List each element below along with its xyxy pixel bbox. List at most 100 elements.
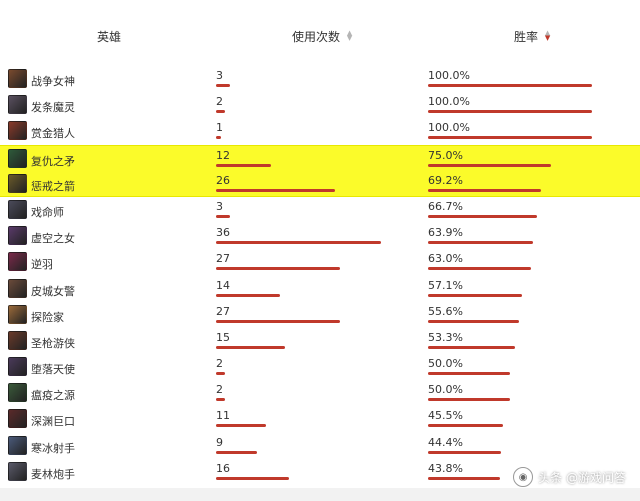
uses-bar — [216, 163, 271, 167]
winrate-value: 100.0% — [428, 121, 470, 135]
uses-bar — [216, 110, 225, 114]
uses-bar — [216, 476, 289, 480]
hero-avatar-icon — [8, 95, 27, 115]
table-row[interactable]: 戏命师 3 66.7% — [0, 197, 640, 223]
winrate-bar — [428, 241, 533, 245]
winrate-bar — [428, 163, 551, 167]
winrate-value: 100.0% — [428, 95, 470, 109]
hero-avatar-icon — [8, 330, 27, 350]
uses-value: 27 — [216, 304, 230, 318]
table-row[interactable]: 寒冰射手 9 44.4% — [0, 433, 640, 459]
column-header-uses-label: 使用次数 — [292, 30, 341, 44]
winrate-value: 53.3% — [428, 330, 463, 344]
uses-bar — [216, 398, 225, 402]
hero-avatar-icon — [8, 278, 27, 298]
hero-avatar-icon — [8, 252, 27, 272]
uses-bar — [216, 241, 381, 245]
hero-name: 戏命师 — [31, 205, 64, 219]
uses-value: 14 — [216, 278, 230, 292]
hero-name: 麦林炮手 — [31, 467, 75, 481]
winrate-value: 43.8% — [428, 461, 463, 475]
winrate-bar — [428, 450, 501, 454]
table-row[interactable]: 逆羽 27 63.0% — [0, 249, 640, 275]
uses-bar — [216, 319, 340, 323]
table-row[interactable]: 堕落天使 2 50.0% — [0, 354, 640, 380]
hero-name: 逆羽 — [31, 258, 53, 272]
winrate-value: 75.0% — [428, 148, 463, 162]
sort-icon[interactable]: ▲ ▼ — [346, 29, 353, 42]
table-header: 英雄 使用次数 ▲ ▼ 胜率 ▲ ▼ — [0, 0, 640, 66]
hero-name: 深渊巨口 — [31, 415, 75, 429]
winrate-value: 57.1% — [428, 278, 463, 292]
column-header-hero-label: 英雄 — [97, 30, 122, 44]
uses-value: 16 — [216, 461, 230, 475]
uses-bar — [216, 136, 221, 140]
uses-value: 2 — [216, 357, 223, 371]
winrate-bar — [428, 136, 592, 140]
table-row[interactable]: 赏金猎人 1 100.0% — [0, 118, 640, 144]
table-row[interactable]: 复仇之矛 12 75.0% — [0, 144, 640, 171]
uses-value: 9 — [216, 435, 223, 449]
hero-avatar-icon — [8, 383, 27, 403]
uses-value: 1 — [216, 121, 223, 135]
winrate-bar — [428, 214, 537, 218]
footer-strip — [0, 488, 640, 501]
hero-avatar-icon — [8, 435, 27, 455]
winrate-bar — [428, 267, 531, 271]
column-header-winrate[interactable]: 胜率 ▲ ▼ — [514, 28, 550, 45]
table-row[interactable]: 虚空之女 36 63.9% — [0, 223, 640, 249]
table-body: 战争女神 3 100.0% 发条魔灵 2 100.0% 赏金猎人 1 100.0% 复仇之矛 12 7… — [0, 66, 640, 485]
hero-name: 探险家 — [31, 310, 64, 324]
uses-value: 2 — [216, 383, 223, 397]
uses-value: 15 — [216, 330, 230, 344]
hero-name: 战争女神 — [31, 75, 75, 88]
table-row[interactable]: 皮城女警 14 57.1% — [0, 276, 640, 302]
uses-value: 12 — [216, 148, 230, 162]
hero-name: 寒冰射手 — [31, 441, 75, 455]
table-row[interactable]: 发条魔灵 2 100.0% — [0, 92, 640, 118]
table-row[interactable]: 麦林炮手 16 43.8% — [0, 459, 640, 485]
winrate-value: 45.5% — [428, 409, 463, 423]
winrate-bar — [428, 345, 515, 349]
uses-value: 27 — [216, 252, 230, 266]
hero-avatar-icon — [8, 173, 27, 193]
watermark: ◉ 头条 @游戏问答 — [513, 467, 626, 487]
column-header-uses[interactable]: 使用次数 ▲ ▼ — [292, 28, 352, 45]
uses-bar — [216, 267, 340, 271]
watermark-logo-icon: ◉ — [513, 467, 534, 487]
uses-value: 36 — [216, 226, 230, 240]
table-row[interactable]: 探险家 27 55.6% — [0, 302, 640, 328]
hero-name: 惩戒之箭 — [31, 179, 75, 193]
uses-value: 3 — [216, 199, 223, 213]
hero-name: 虚空之女 — [31, 232, 75, 246]
winrate-value: 50.0% — [428, 383, 463, 397]
winrate-value: 66.7% — [428, 199, 463, 213]
uses-value: 11 — [216, 409, 230, 423]
uses-bar — [216, 84, 230, 87]
table-row[interactable]: 深渊巨口 11 45.5% — [0, 406, 640, 432]
hero-avatar-icon — [8, 69, 27, 88]
hero-avatar-icon — [8, 226, 27, 246]
uses-value: 2 — [216, 95, 223, 109]
winrate-bar — [428, 372, 510, 376]
winrate-value: 69.2% — [428, 173, 463, 187]
sort-desc-icon[interactable]: ▲ ▼ — [544, 29, 551, 42]
winrate-bar — [428, 188, 541, 192]
table-row[interactable]: 圣枪游侠 15 53.3% — [0, 328, 640, 354]
hero-name: 皮城女警 — [31, 284, 75, 298]
table-row[interactable]: 瘟疫之源 2 50.0% — [0, 380, 640, 406]
winrate-value: 63.9% — [428, 226, 463, 240]
hero-avatar-icon — [8, 461, 27, 481]
table-row[interactable]: 惩戒之箭 26 69.2% — [0, 170, 640, 197]
hero-name: 发条魔灵 — [31, 101, 75, 115]
winrate-value: 100.0% — [428, 69, 470, 82]
winrate-bar — [428, 424, 503, 428]
winrate-bar — [428, 319, 519, 323]
winrate-bar — [428, 293, 522, 297]
column-header-hero: 英雄 — [97, 28, 121, 45]
hero-stats-table: 英雄 使用次数 ▲ ▼ 胜率 ▲ ▼ 战争女神 3 100.0% 发条魔灵 2 100.0% 赏… — [0, 0, 640, 485]
table-row[interactable]: 战争女神 3 100.0% — [0, 66, 640, 92]
hero-avatar-icon — [8, 304, 27, 324]
winrate-value: 63.0% — [428, 252, 463, 266]
uses-bar — [216, 345, 285, 349]
